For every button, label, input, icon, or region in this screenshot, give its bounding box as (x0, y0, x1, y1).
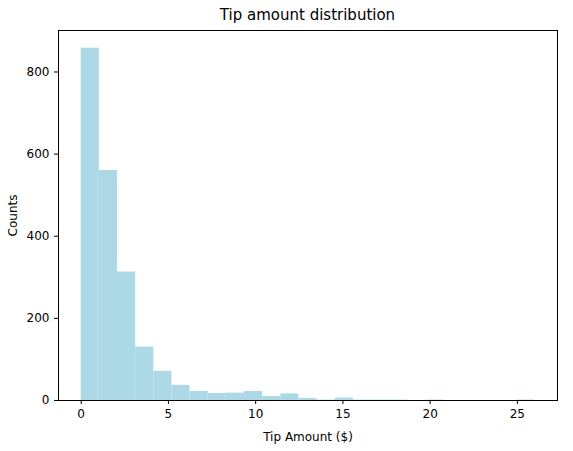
html-text:Tip amount distribution: Tip amount distribution (219, 6, 396, 24)
svg-text:0: 0 (77, 407, 85, 421)
svg-text:5: 5 (165, 407, 173, 421)
svg-text:Counts: Counts (6, 195, 20, 237)
svg-text:15: 15 (335, 407, 350, 421)
svg-text:800: 800 (27, 65, 50, 79)
svg-text:Tip Amount ($): Tip Amount ($) (262, 430, 353, 444)
svg-text:0: 0 (42, 393, 50, 407)
svg-text:200: 200 (27, 311, 50, 325)
svg-text:600: 600 (27, 147, 50, 161)
svg-text:10: 10 (248, 407, 263, 421)
svg-text:25: 25 (510, 407, 525, 421)
svg-text:20: 20 (422, 407, 437, 421)
svg-text:400: 400 (27, 229, 50, 243)
